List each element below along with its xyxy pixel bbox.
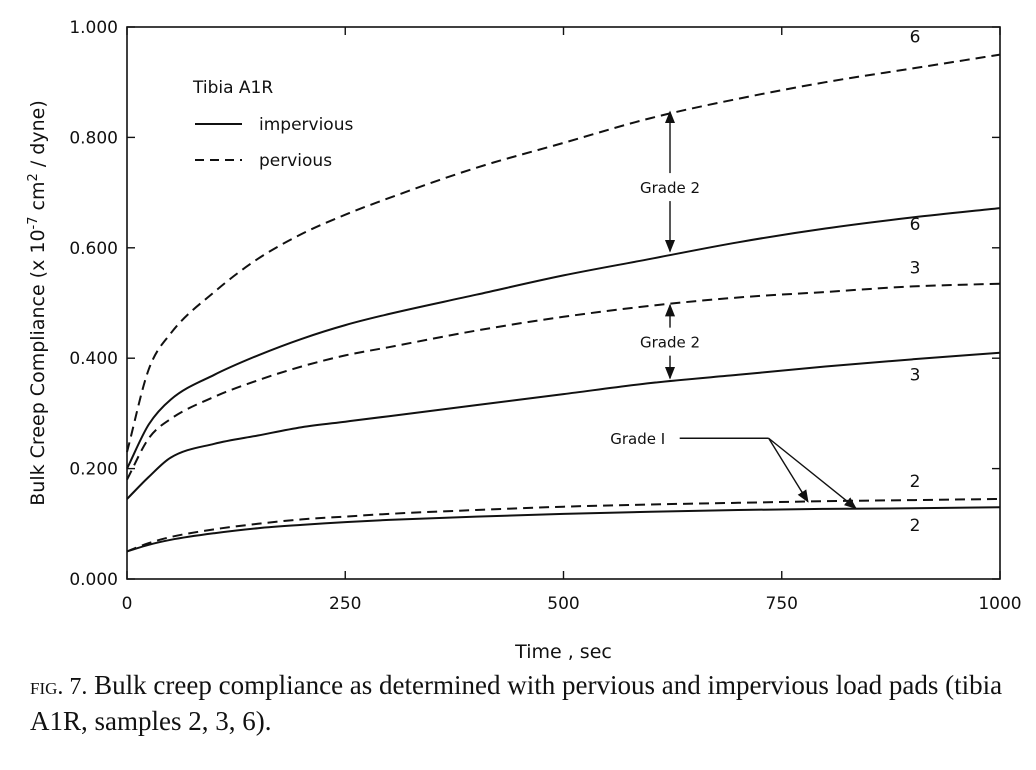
series-label-solid-3: 3 bbox=[910, 366, 921, 386]
series-label-dashed-6: 6 bbox=[910, 28, 921, 48]
x-tick-label: 250 bbox=[329, 594, 361, 614]
chart: 0 250 500 750 1000 0.000 0.200 0.400 0.600 0.800 1… bbox=[26, 18, 1022, 663]
y-tick-label: 0.800 bbox=[69, 128, 118, 148]
y-tick-label: 0.200 bbox=[69, 460, 118, 480]
figure-caption: fig. 7. Bulk creep compliance as determi… bbox=[30, 668, 1020, 738]
series-line-solid-2 bbox=[126, 506, 1001, 553]
caption-text: Bulk creep compliance as determined with… bbox=[30, 670, 1003, 736]
x-tick-label: 1000 bbox=[978, 594, 1021, 614]
x-tick-label: 500 bbox=[547, 594, 579, 614]
y-axis-title-exp1: -7 bbox=[26, 216, 41, 229]
grade-label: Grade 2 bbox=[640, 179, 700, 197]
series-line-dashed-6 bbox=[126, 53, 1001, 453]
legend-title: Tibia A1R bbox=[192, 78, 273, 98]
series-line-solid-6 bbox=[126, 207, 1001, 470]
grade-pointer-arrow bbox=[768, 437, 857, 510]
series-line-dashed-3 bbox=[126, 282, 1001, 481]
y-tick-label: 0.400 bbox=[69, 349, 118, 369]
y-tick-label: 0.000 bbox=[69, 570, 118, 590]
x-axis-title: Time , sec bbox=[514, 641, 612, 663]
y-axis-title-tail: / dyne) bbox=[27, 100, 49, 173]
grade-pointer-arrow bbox=[768, 437, 809, 503]
x-tick-label: 750 bbox=[766, 594, 798, 614]
annotation-layer: Grade 2 Grade 2 Grade I bbox=[610, 110, 857, 510]
figure-number: fig. 7. bbox=[30, 674, 88, 700]
legend-label-impervious: impervious bbox=[259, 115, 353, 135]
legend-label-pervious: pervious bbox=[259, 151, 332, 171]
series-label-dashed-2: 2 bbox=[910, 472, 921, 492]
grade-label: Grade I bbox=[610, 430, 665, 448]
y-axis-title-unit: cm bbox=[27, 181, 49, 216]
y-tick-label: 1.000 bbox=[69, 18, 118, 38]
series-line-solid-3 bbox=[126, 351, 1001, 500]
series-label-solid-2: 2 bbox=[910, 516, 921, 536]
y-axis-title-main: Bulk Creep Compliance (x 10 bbox=[27, 229, 49, 505]
axis-ticks bbox=[126, 26, 1001, 580]
series-label-solid-6: 6 bbox=[910, 215, 921, 235]
legend: Tibia A1R impervious pervious bbox=[192, 78, 353, 171]
y-axis-title: Bulk Creep Compliance (x 10-7 cm2 / dyne… bbox=[26, 100, 50, 505]
series-label-dashed-3: 3 bbox=[910, 259, 921, 279]
y-tick-label: 0.600 bbox=[69, 239, 118, 259]
series-layer: 6 6 3 3 2 2 bbox=[126, 28, 1001, 553]
plot-frame bbox=[126, 26, 1001, 580]
grade-label: Grade 2 bbox=[640, 334, 700, 352]
axis-tick-labels: 0 250 500 750 1000 0.000 0.200 0.400 0.600 0.800 1… bbox=[69, 18, 1021, 614]
series-line-dashed-2 bbox=[126, 498, 1001, 553]
x-tick-label: 0 bbox=[122, 594, 133, 614]
y-axis-title-exp2: 2 bbox=[26, 173, 41, 181]
